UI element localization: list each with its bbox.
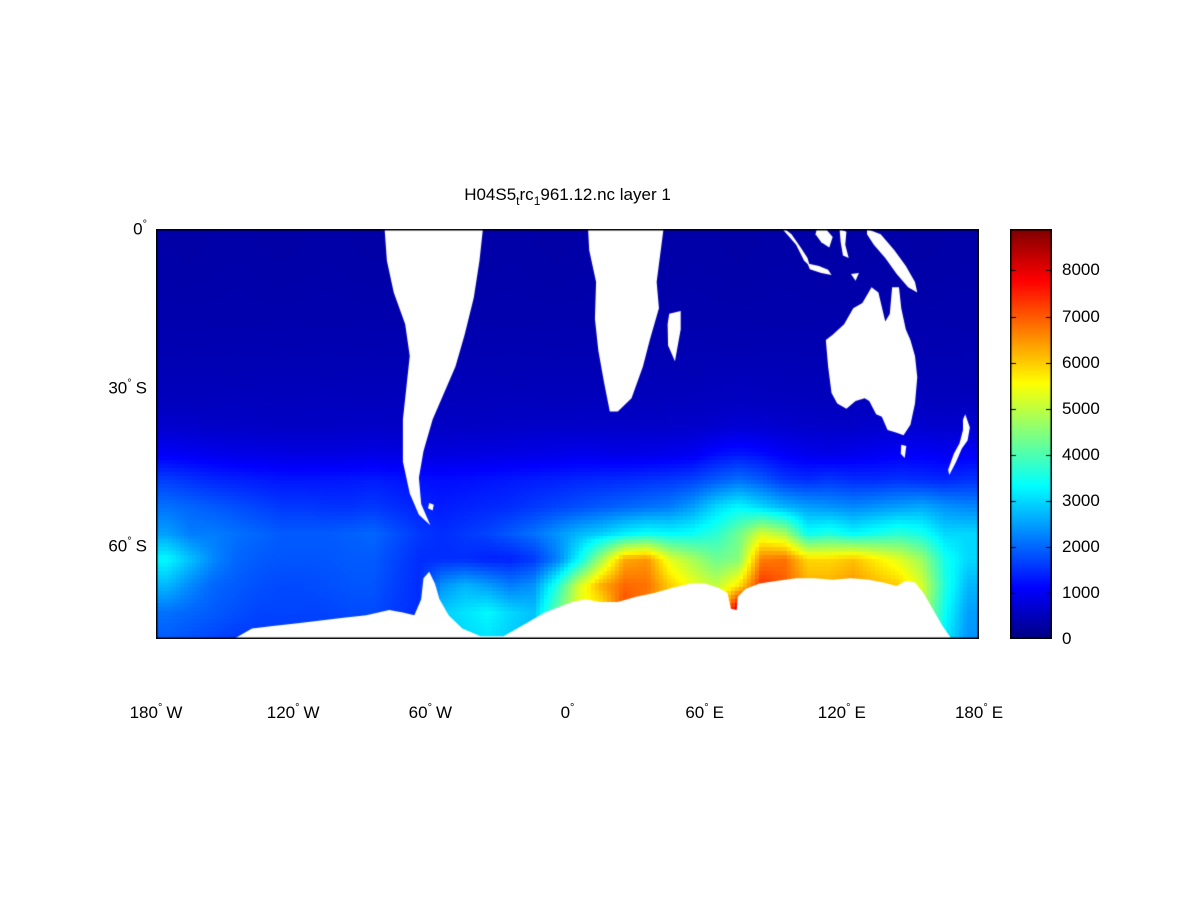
tick-text: 180 (954, 703, 984, 722)
y-tick-label: 30° S (108, 377, 147, 398)
tick-text: W (166, 703, 183, 722)
title-subscript: 1 (533, 194, 541, 208)
x-tick-label: 120° E (818, 702, 866, 723)
title-subscript: t (516, 194, 520, 208)
tick-text: 60 (685, 703, 705, 722)
title-part: H04S5 (464, 185, 517, 204)
colorbar-tick-label: 8000 (1062, 260, 1100, 280)
colorbar-tick-label: 0 (1062, 629, 1071, 649)
tick-text: 8000 (1062, 260, 1100, 280)
tick-text: 5000 (1062, 398, 1100, 418)
colorbar-tick-label: 1000 (1062, 583, 1100, 603)
degree-symbol: ° (157, 702, 163, 714)
tick-text: 60 (108, 536, 128, 556)
colorbar-tick-label: 4000 (1062, 445, 1100, 465)
tick-text: S (135, 378, 147, 398)
tick-text: 120 (817, 703, 847, 722)
colorbar-tick-label: 5000 (1062, 399, 1100, 419)
colorbar-tick-label: 7000 (1062, 307, 1100, 327)
tick-text: 0 (560, 703, 571, 722)
tick-text: E (991, 703, 1004, 722)
degree-symbol: ° (295, 702, 300, 714)
title-part: rc (519, 185, 534, 204)
x-tick-label: 120° W (267, 702, 320, 723)
tick-text: W (435, 703, 453, 722)
colorbar-tick-label: 2000 (1062, 537, 1100, 557)
colorbar-tick-label: 6000 (1062, 353, 1100, 373)
x-tick-label: 60° W (409, 702, 452, 723)
degree-symbol: ° (142, 218, 147, 231)
tick-text: 0 (133, 219, 143, 239)
x-tick-label: 180° W (130, 702, 183, 723)
tick-text: 1000 (1062, 582, 1100, 602)
colorbar (1010, 229, 1052, 639)
colorbar-tick-label: 3000 (1062, 491, 1100, 511)
map-heatmap (156, 229, 979, 639)
x-tick-label: 60° E (685, 702, 724, 723)
degree-symbol: ° (570, 702, 575, 714)
tick-text: 60 (408, 703, 428, 722)
degree-symbol: ° (127, 377, 132, 390)
plot-title: H04S5trc1961.12.nc layer 1 (156, 185, 979, 208)
tick-text: 30 (108, 378, 128, 398)
degree-symbol: ° (846, 702, 851, 714)
x-tick-label: 0° (561, 702, 575, 723)
tick-text: S (135, 536, 147, 556)
title-part: 961.12.nc layer 1 (540, 185, 671, 204)
x-tick-label: 180° E (955, 702, 1003, 723)
degree-symbol: ° (127, 535, 132, 548)
degree-symbol: ° (427, 702, 432, 714)
tick-text: 2000 (1062, 536, 1100, 556)
tick-text: 4000 (1062, 444, 1100, 464)
tick-text: 0 (1062, 629, 1072, 648)
tick-text: 120 (266, 703, 296, 722)
y-tick-label: 60° S (108, 536, 147, 557)
degree-symbol: ° (983, 702, 988, 714)
tick-text: 3000 (1062, 490, 1100, 510)
tick-text: 7000 (1062, 306, 1100, 326)
tick-text: E (854, 703, 866, 722)
tick-text: 6000 (1062, 352, 1100, 372)
degree-symbol: ° (704, 702, 709, 714)
y-tick-label: 0° (133, 219, 147, 240)
tick-text: 180 (129, 703, 158, 722)
tick-text: E (712, 703, 724, 722)
tick-text: W (303, 703, 320, 722)
